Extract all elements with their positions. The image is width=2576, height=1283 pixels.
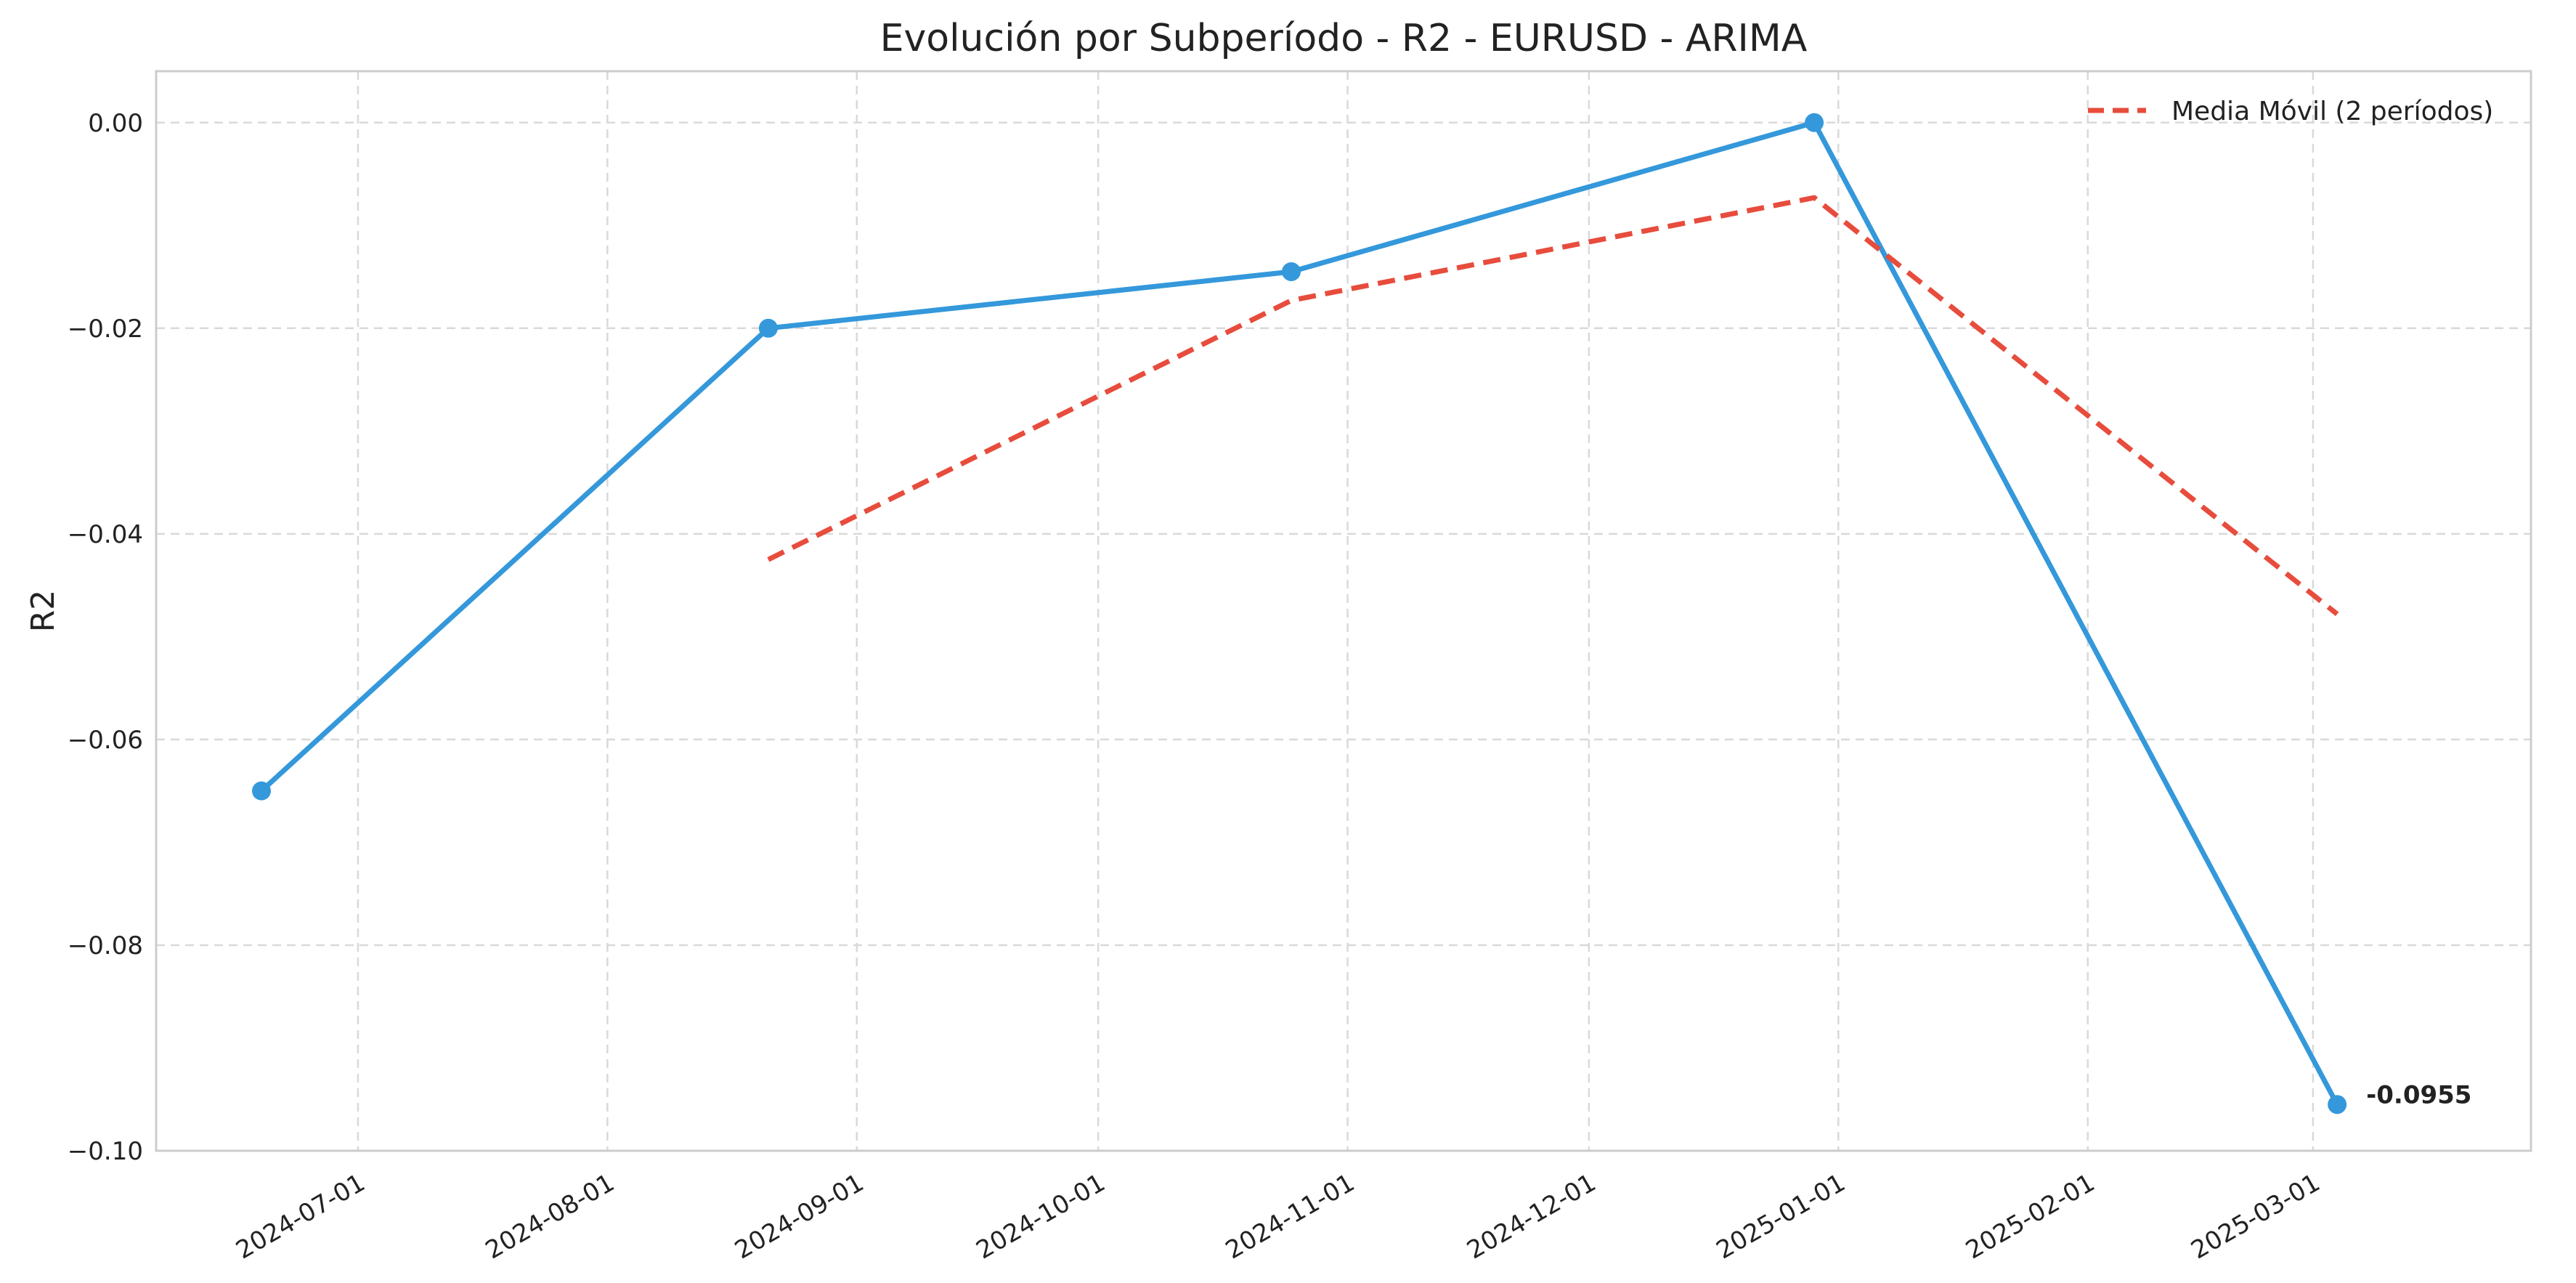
x-tick-label: 2025-03-01 (2186, 1168, 2325, 1265)
legend-label-moving-average: Media Móvil (2 períodos) (2171, 97, 2493, 126)
data-label-last-value: -0.0955 (2366, 1080, 2471, 1109)
y-tick-label: −0.02 (68, 315, 143, 344)
x-tick-label: 2024-09-01 (730, 1168, 869, 1265)
y-axis-label: R2 (25, 590, 62, 633)
x-tick-label: 2024-11-01 (1221, 1168, 1360, 1265)
series-line-moving-average (767, 195, 2339, 616)
x-tick-label: 2025-01-01 (1712, 1168, 1850, 1265)
grid-layer (156, 71, 2531, 1152)
plot-frame (155, 70, 2532, 1152)
annotation-layer: -0.0955 (2366, 1080, 2471, 1109)
series-point-r2 (1281, 262, 1301, 281)
series-point-r2 (2328, 1095, 2347, 1114)
x-tick-label: 2024-08-01 (481, 1168, 619, 1265)
series-point-r2 (252, 781, 271, 801)
legend: Media Móvil (2 períodos) (2088, 97, 2493, 126)
series-point-r2 (758, 318, 778, 338)
x-tick-label: 2025-02-01 (1961, 1168, 2100, 1265)
y-tick-label: −0.06 (68, 726, 143, 755)
x-tick-label: 2024-12-01 (1462, 1168, 1601, 1265)
chart-title: Evolución por Subperíodo - R2 - EURUSD -… (880, 17, 1808, 60)
y-tick-label: −0.10 (68, 1137, 143, 1166)
x-tick-label: 2024-07-01 (231, 1168, 370, 1265)
series-layer (252, 113, 2347, 1114)
series-point-r2 (1805, 113, 1824, 132)
y-tick-label: −0.08 (68, 931, 143, 960)
x-tick-label: 2024-10-01 (971, 1168, 1110, 1265)
y-tick-label: −0.04 (68, 520, 143, 549)
y-tick-label: 0.00 (88, 109, 143, 138)
